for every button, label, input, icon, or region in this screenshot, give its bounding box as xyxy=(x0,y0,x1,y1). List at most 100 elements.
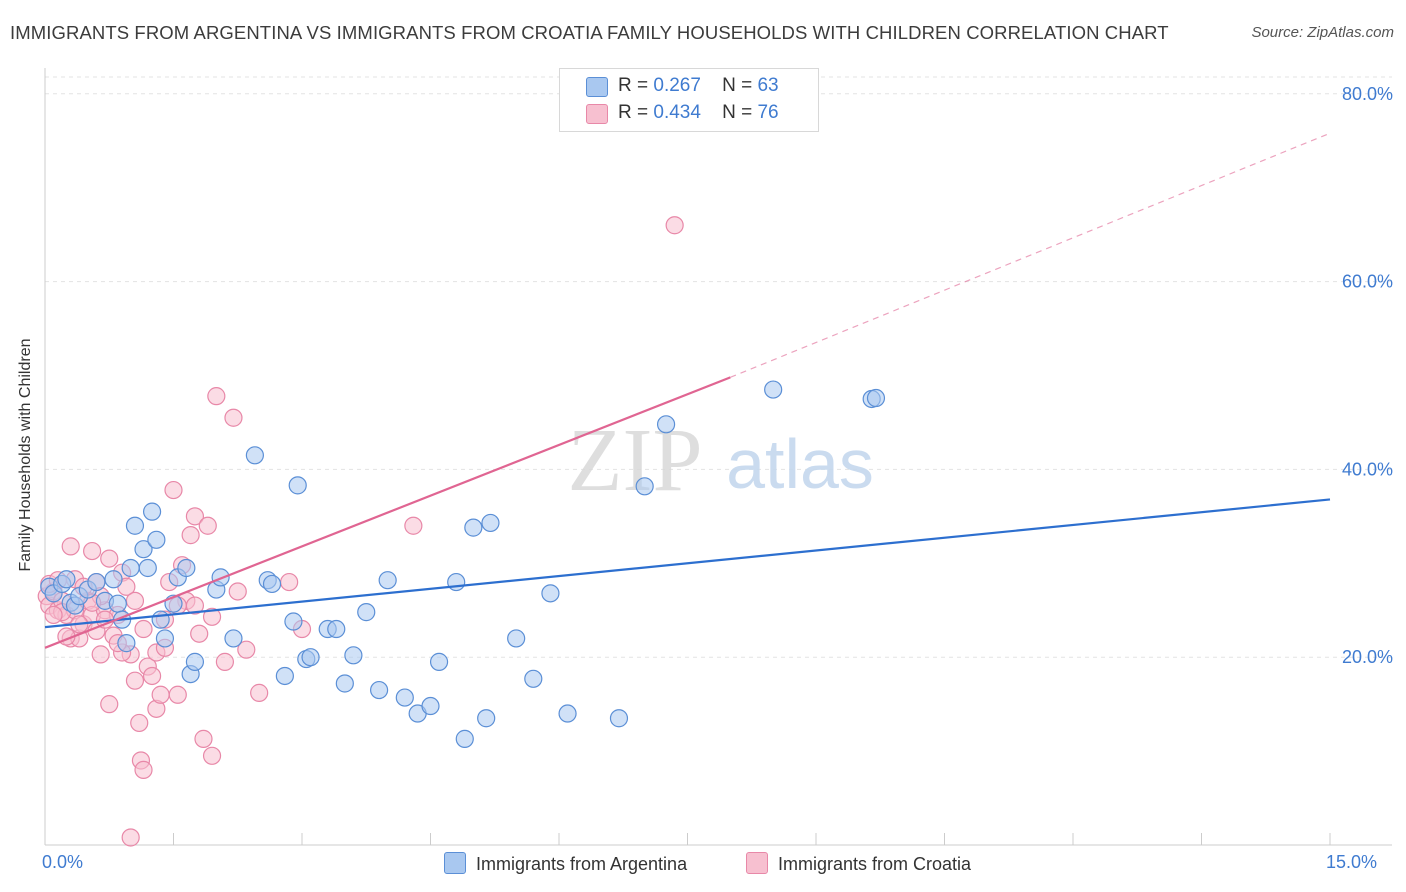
point-argentina-3 xyxy=(57,570,76,589)
bottom-legend-swatch-croatia xyxy=(746,852,768,874)
point-croatia-22 xyxy=(130,713,149,733)
point-croatia-51 xyxy=(83,541,102,561)
y-tick-label-80: 80.0% xyxy=(1342,84,1393,104)
point-argentina-29 xyxy=(224,629,243,648)
point-croatia-37 xyxy=(190,624,209,643)
trend-line-argentina xyxy=(44,498,1331,629)
point-argentina-49 xyxy=(447,572,466,592)
point-croatia-26 xyxy=(142,666,162,686)
x-axis-max-label: 15.0% xyxy=(1326,852,1378,872)
point-croatia-50 xyxy=(61,537,80,556)
point-argentina-41 xyxy=(344,646,363,665)
legend-swatch-argentina xyxy=(586,77,608,97)
point-argentina-43 xyxy=(370,680,389,700)
watermark-atlas: atlas xyxy=(726,425,874,503)
point-argentina-15 xyxy=(125,516,145,535)
bottom-legend-argentina: Immigrants from Argentina xyxy=(444,852,687,875)
point-argentina-52 xyxy=(477,709,496,728)
point-argentina-32 xyxy=(262,574,282,594)
axes xyxy=(44,68,1392,846)
point-argentina-44 xyxy=(378,571,397,590)
trend-line-croatia-extension xyxy=(730,132,1331,378)
point-croatia-70 xyxy=(185,596,205,615)
trend-lines xyxy=(44,132,1331,649)
point-argentina-24 xyxy=(177,558,196,578)
bottom-legend-croatia: Immigrants from Croatia xyxy=(746,852,971,875)
legend-n-label: N = xyxy=(722,102,753,123)
point-argentina-39 xyxy=(327,619,346,639)
point-croatia-53 xyxy=(100,549,119,568)
legend-r-label: R = xyxy=(618,75,649,96)
point-croatia-40 xyxy=(202,607,222,626)
point-croatia-13 xyxy=(91,645,110,664)
point-argentina-17 xyxy=(138,558,157,578)
point-argentina-34 xyxy=(284,612,303,631)
y-tick-label-40: 40.0% xyxy=(1342,459,1393,479)
point-argentina-55 xyxy=(524,669,543,688)
point-croatia-48 xyxy=(404,516,423,535)
point-argentina-51 xyxy=(464,518,483,537)
point-argentina-20 xyxy=(151,610,170,629)
point-argentina-30 xyxy=(245,446,264,465)
point-argentina-57 xyxy=(558,704,577,723)
legend-r-label: R = xyxy=(618,102,649,123)
point-argentina-59 xyxy=(635,477,654,496)
point-croatia-42 xyxy=(215,652,234,671)
bottom-legend-label-argentina: Immigrants from Argentina xyxy=(476,854,688,874)
point-argentina-11 xyxy=(108,594,127,613)
gridlines xyxy=(45,76,1392,658)
point-argentina-47 xyxy=(421,696,440,716)
point-argentina-40 xyxy=(335,674,354,693)
point-croatia-58 xyxy=(202,746,222,765)
legend-r-value-argentina: 0.267 xyxy=(653,75,701,96)
point-argentina-63 xyxy=(866,388,886,408)
point-argentina-14 xyxy=(121,558,140,578)
point-argentina-50 xyxy=(455,729,474,748)
point-croatia-45 xyxy=(250,683,269,702)
y-axis-label: Family Households with Children xyxy=(17,338,34,572)
legend-n-value-croatia: 76 xyxy=(757,102,779,123)
point-croatia-35 xyxy=(181,526,200,545)
legend-n-label: N = xyxy=(722,75,753,96)
point-argentina-54 xyxy=(507,629,526,648)
point-argentina-48 xyxy=(429,652,449,671)
point-argentina-26 xyxy=(185,652,205,671)
point-argentina-35 xyxy=(288,476,307,495)
legend-r-value-croatia: 0.434 xyxy=(653,102,701,123)
y-tick-label-60: 60.0% xyxy=(1342,272,1393,292)
chart-title: IMMIGRANTS FROM ARGENTINA VS IMMIGRANTS … xyxy=(10,22,1169,43)
point-argentina-10 xyxy=(104,570,123,589)
point-croatia-36 xyxy=(185,507,205,526)
point-argentina-13 xyxy=(117,634,136,653)
point-argentina-45 xyxy=(395,688,414,707)
point-argentina-37 xyxy=(301,648,320,667)
point-croatia-31 xyxy=(164,480,183,500)
point-croatia-28 xyxy=(151,685,170,704)
point-croatia-39 xyxy=(198,516,217,535)
point-argentina-58 xyxy=(609,709,629,728)
bottom-legend-swatch-argentina xyxy=(444,852,466,874)
point-croatia-49 xyxy=(665,216,684,235)
legend-n-value-argentina: 63 xyxy=(757,75,779,96)
point-croatia-55 xyxy=(121,828,140,847)
legend-swatch-croatia xyxy=(586,104,608,124)
point-argentina-18 xyxy=(142,502,162,521)
watermark-zip: ZIP xyxy=(568,411,703,510)
point-argentina-42 xyxy=(357,603,376,622)
point-croatia-38 xyxy=(194,729,213,748)
point-argentina-56 xyxy=(541,584,560,603)
point-croatia-24 xyxy=(134,760,153,779)
trend-line-croatia xyxy=(44,376,731,649)
point-argentina-60 xyxy=(656,415,676,434)
point-croatia-41 xyxy=(207,387,226,406)
point-argentina-21 xyxy=(155,629,175,648)
point-argentina-53 xyxy=(481,513,500,533)
point-croatia-43 xyxy=(224,408,243,427)
bottom-legend-label-croatia: Immigrants from Croatia xyxy=(778,854,972,874)
point-argentina-33 xyxy=(275,666,294,686)
point-croatia-32 xyxy=(168,685,187,704)
source-credit: Source: ZipAtlas.com xyxy=(1251,24,1394,41)
point-croatia-75 xyxy=(125,591,145,610)
series-argentina-points xyxy=(40,380,886,748)
